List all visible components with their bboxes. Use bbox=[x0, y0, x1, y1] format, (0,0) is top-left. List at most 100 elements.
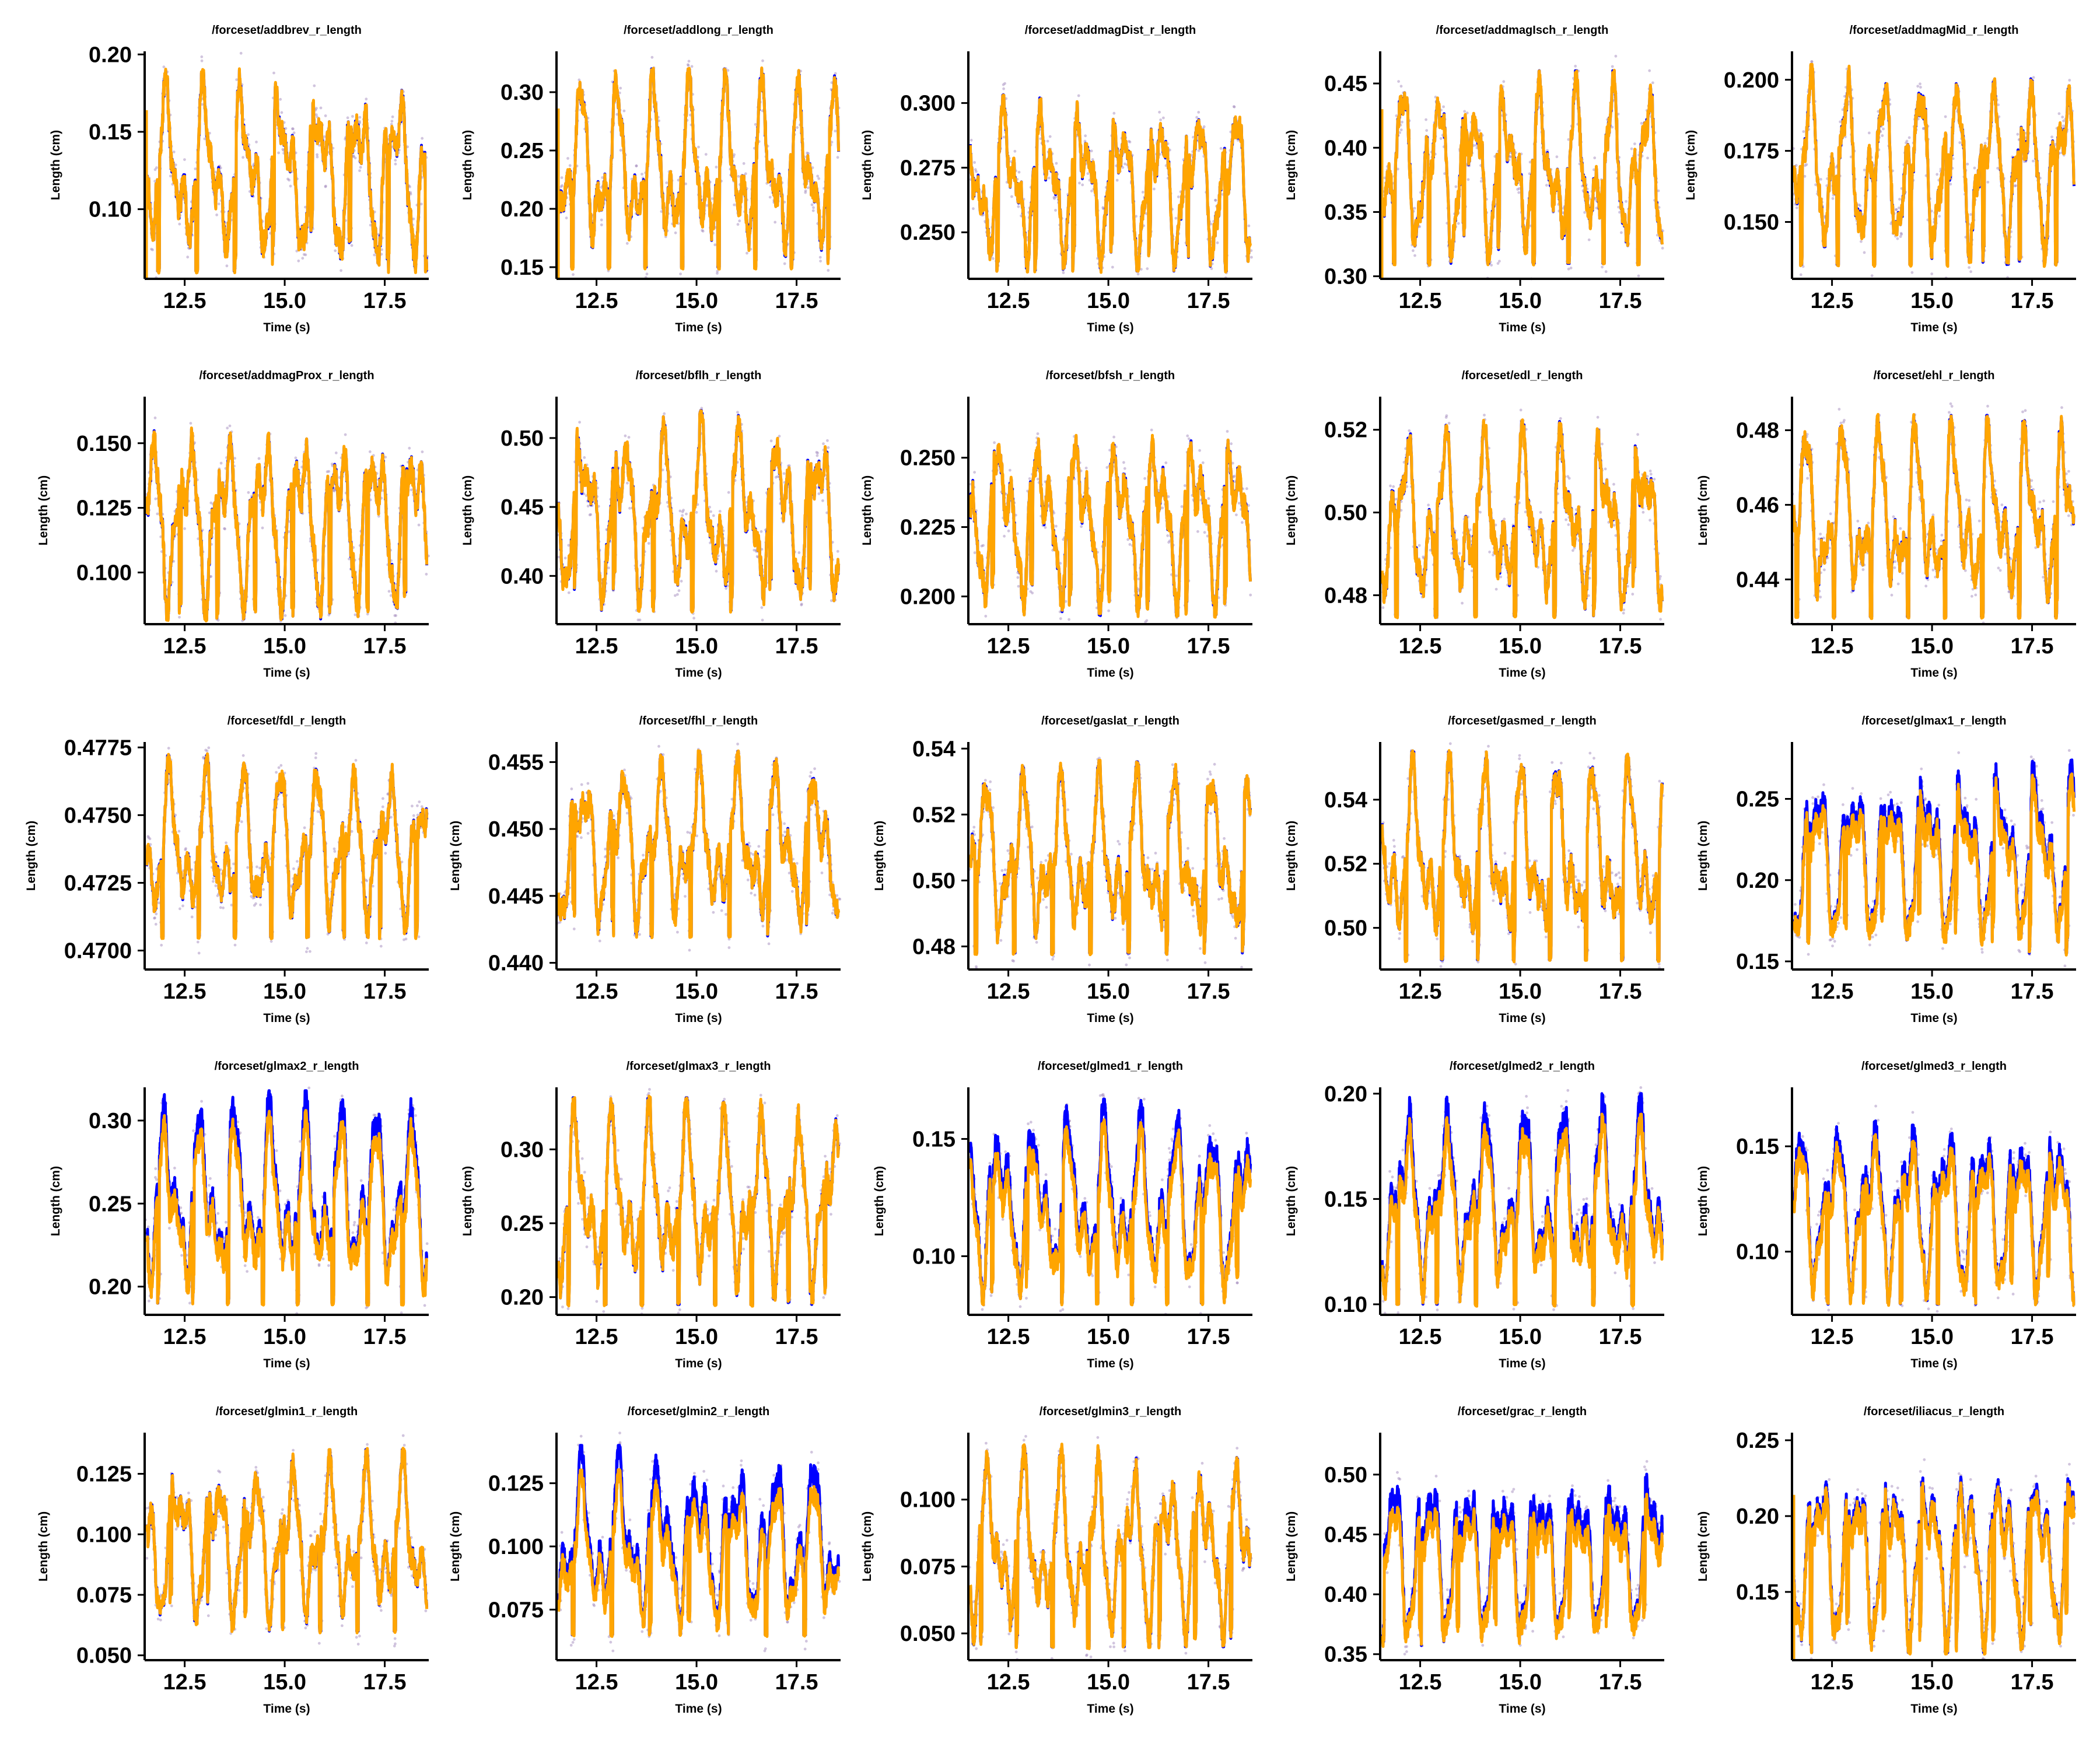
scatter-point bbox=[1986, 180, 1990, 184]
scatter-point bbox=[160, 943, 163, 947]
x-tick-label: 17.5 bbox=[2011, 634, 2054, 659]
scatter-point bbox=[1805, 163, 1808, 166]
scatter-point bbox=[219, 906, 222, 909]
scatter-point bbox=[1068, 618, 1070, 621]
scatter-point bbox=[1478, 129, 1481, 132]
scatter-point bbox=[2061, 116, 2064, 119]
scatter-point bbox=[394, 159, 397, 162]
y-tick-label: 0.45 bbox=[1324, 72, 1367, 96]
x-axis-label: Time (s) bbox=[675, 321, 722, 334]
scatter-point bbox=[1894, 208, 1898, 211]
scatter-point bbox=[684, 182, 687, 186]
x-tick-label: 15.0 bbox=[1087, 634, 1130, 659]
scatter-point bbox=[557, 555, 561, 559]
scatter-point bbox=[1986, 404, 1989, 408]
scatter-point bbox=[647, 542, 650, 545]
scatter-point bbox=[1084, 134, 1087, 138]
scatter-point bbox=[1136, 272, 1140, 276]
y-tick-label: 0.52 bbox=[1324, 418, 1367, 443]
scatter-point bbox=[410, 488, 413, 492]
scatter-point bbox=[235, 78, 239, 82]
scatter-point bbox=[1111, 265, 1114, 269]
scatter-point bbox=[1471, 569, 1474, 572]
scatter-point bbox=[284, 614, 287, 617]
y-tick-label: 0.15 bbox=[89, 120, 132, 145]
scatter-point bbox=[1161, 506, 1164, 510]
scatter-point bbox=[1016, 532, 1019, 536]
scatter-point bbox=[2037, 507, 2040, 510]
subplot-title: /forceset/addmagDist_r_length bbox=[1025, 24, 1196, 37]
scatter-point bbox=[993, 441, 996, 444]
scatter-point bbox=[1810, 60, 1814, 64]
x-tick-label: 12.5 bbox=[987, 289, 1030, 313]
scatter-point bbox=[1612, 524, 1616, 527]
scatter-point bbox=[2004, 552, 2007, 556]
scatter-point bbox=[822, 442, 825, 446]
scatter-point bbox=[1036, 477, 1040, 481]
scatter-point bbox=[1896, 237, 1899, 240]
scatter-point bbox=[1046, 139, 1049, 143]
scatter-point bbox=[1128, 543, 1132, 546]
scatter-point bbox=[1519, 408, 1522, 412]
y-tick-label: 0.150 bbox=[76, 432, 132, 456]
scatter-point bbox=[796, 126, 799, 130]
scatter-point bbox=[1399, 85, 1403, 88]
y-tick-label: 0.150 bbox=[1724, 211, 1779, 235]
scatter-point bbox=[316, 153, 318, 156]
scatter-point bbox=[1969, 213, 1972, 216]
scatter-point bbox=[687, 64, 690, 67]
scatter-point bbox=[330, 463, 334, 466]
x-tick-label: 12.5 bbox=[575, 634, 618, 659]
scatter-point bbox=[560, 176, 564, 179]
scatter-point bbox=[1010, 195, 1013, 198]
scatter-point bbox=[272, 71, 275, 75]
scatter-point bbox=[354, 156, 357, 160]
scatter-point bbox=[1897, 206, 1901, 209]
scatter-point bbox=[358, 120, 361, 123]
scatter-point bbox=[354, 613, 357, 617]
scatter-point bbox=[346, 116, 349, 120]
scatter-point bbox=[1861, 568, 1865, 571]
scatter-point bbox=[1919, 86, 1922, 89]
scatter-point bbox=[761, 618, 764, 622]
scatter-point bbox=[1842, 421, 1845, 424]
scatter-point bbox=[162, 65, 166, 69]
scatter-point bbox=[233, 457, 236, 460]
scatter-point bbox=[279, 97, 282, 101]
scatter-point bbox=[258, 866, 261, 870]
scatter-point bbox=[406, 145, 409, 149]
scatter-point bbox=[240, 820, 243, 824]
scatter-point bbox=[365, 97, 368, 101]
scatter-point bbox=[1164, 461, 1168, 464]
scatter-point bbox=[305, 950, 308, 953]
scatter-point bbox=[2068, 79, 2071, 82]
x-axis-label: Time (s) bbox=[263, 666, 310, 680]
scatter-point bbox=[344, 433, 347, 436]
scatter-point bbox=[2032, 76, 2035, 79]
scatter-point bbox=[1143, 477, 1146, 480]
scatter-point bbox=[1461, 601, 1464, 605]
scatter-point bbox=[1559, 417, 1562, 420]
scatter-point bbox=[733, 203, 736, 206]
scatter-point bbox=[973, 161, 976, 164]
scatter-point bbox=[247, 491, 250, 494]
scatter-point bbox=[1646, 156, 1649, 160]
x-tick-label: 17.5 bbox=[775, 634, 818, 659]
scatter-point bbox=[690, 65, 694, 68]
scatter-point bbox=[724, 544, 728, 547]
scatter-point bbox=[1230, 442, 1233, 446]
x-tick-label: 17.5 bbox=[1599, 289, 1642, 313]
scatter-point bbox=[1207, 497, 1210, 500]
scatter-point bbox=[1806, 477, 1810, 480]
scatter-point bbox=[811, 209, 815, 212]
scatter-point bbox=[1831, 197, 1835, 200]
y-tick-label: 0.20 bbox=[89, 43, 132, 67]
y-tick-label: 0.275 bbox=[900, 156, 956, 180]
scatter-point bbox=[153, 916, 156, 919]
x-tick-label: 17.5 bbox=[2011, 289, 2054, 313]
scatter-point bbox=[1017, 170, 1021, 174]
scatter-point bbox=[1901, 572, 1904, 575]
scatter-point bbox=[1545, 184, 1548, 187]
